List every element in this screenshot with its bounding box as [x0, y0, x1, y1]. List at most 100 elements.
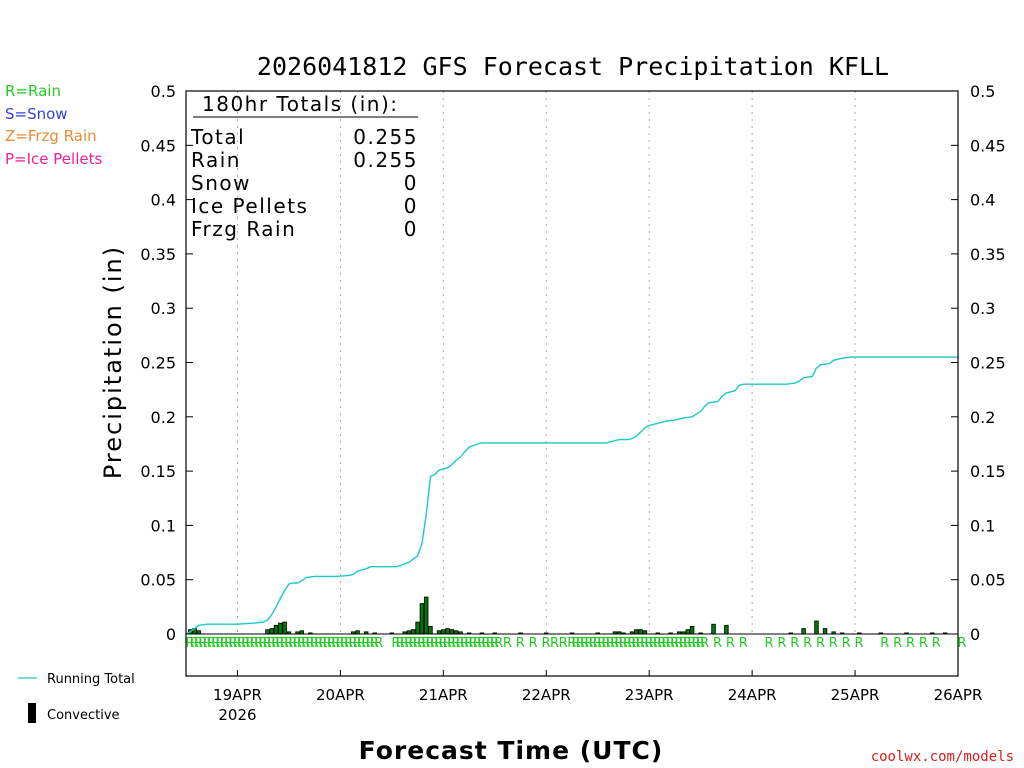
ptype-marker: R [228, 636, 237, 651]
ptype-marker: R [426, 636, 435, 651]
ptype-marker: R [198, 636, 207, 651]
ptype-marker: R [353, 636, 362, 651]
convective-legend-swatch [28, 703, 36, 723]
ptype-marker: R [263, 636, 272, 651]
ptype-marker: R [653, 636, 662, 651]
ptype-marker: R [764, 636, 773, 651]
precip-bar [265, 629, 270, 635]
ptype-marker: R [777, 636, 786, 651]
ptype-marker: R [580, 636, 589, 651]
ptype-marker: R [597, 636, 606, 651]
y-tick-label-left: 0.15 [140, 462, 176, 481]
ptype-marker: R [571, 636, 580, 651]
ptype-marker: R [306, 636, 315, 651]
y-tick-label-left: 0.4 [151, 191, 176, 210]
ptype-marker: R [486, 636, 495, 651]
ptype-marker: R [404, 636, 413, 651]
ptype-marker: R [314, 636, 323, 651]
ptype-marker: R [276, 636, 285, 651]
ptype-marker: R [254, 636, 263, 651]
ptype-marker: R [636, 636, 645, 651]
ptype-marker: R [336, 636, 345, 651]
ptype-marker: R [323, 636, 332, 651]
gridlines [236, 91, 856, 634]
ptype-marker: R [550, 636, 559, 651]
precip-bar [689, 625, 695, 635]
ptype-marker: R [614, 636, 623, 651]
totals-row-label: Ice Pellets [191, 194, 308, 218]
ptype-marker: R [224, 636, 233, 651]
ptype-marker: R [237, 636, 246, 651]
ptype-marker: R [473, 636, 482, 651]
y-tick-label-left: 0.05 [140, 571, 176, 590]
ptype-marker: R [816, 636, 825, 651]
ptype-marker: R [464, 636, 473, 651]
ptype-marker: R [593, 636, 602, 651]
legend-ice-pellets: P=Ice Pellets [5, 150, 102, 168]
ptype-marker: R [293, 636, 302, 651]
precip-bar [634, 629, 639, 635]
precip-bar [269, 628, 275, 635]
ptype-marker: R [687, 636, 696, 651]
ptype-marker: R [644, 636, 653, 651]
x-tick-sublabel: 2026 [218, 706, 256, 724]
ptype-marker: R [447, 636, 456, 651]
precip-bar [638, 629, 643, 635]
ptype-marker: R [627, 636, 636, 651]
ptype-marker: R [726, 636, 735, 651]
ptype-marker: R [348, 636, 357, 651]
y-tick-label-left: 0.45 [140, 136, 176, 155]
precip-bar [814, 620, 819, 635]
precip-bar [711, 623, 716, 635]
ptype-marker: R [215, 636, 224, 651]
ptype-marker: R [932, 636, 941, 651]
y-tick-label-right: 0 [970, 625, 980, 644]
y-axis-label: Precipitation (in) [99, 245, 127, 479]
ptype-marker: R [271, 636, 280, 651]
totals-row-label: Total [190, 125, 245, 149]
precip-bar [801, 628, 806, 635]
y-tick-label-left: 0 [166, 625, 176, 644]
ptype-marker: R [649, 636, 658, 651]
y-tick-label-right: 0.05 [970, 571, 1006, 590]
hourly-bars [186, 596, 958, 635]
ptype-marker: R [640, 636, 649, 651]
ptype-marker: R [469, 636, 478, 651]
ptype-marker: R [434, 636, 443, 651]
precip-bar [415, 621, 420, 635]
ptype-marker: R [541, 636, 550, 651]
convective-legend-label: Convective [47, 708, 120, 723]
y-tick-label-left: 0.5 [151, 82, 176, 101]
ptype-marker: R [713, 636, 722, 651]
ptype-marker: R [516, 636, 525, 651]
ptype-marker: R [451, 636, 460, 651]
ptype-marker: R [280, 636, 289, 651]
x-tick-label: 21APR [419, 686, 468, 704]
totals-row-label: Frzg Rain [191, 217, 296, 241]
ptype-marker: R [692, 636, 701, 651]
ptype-marker: R [606, 636, 615, 651]
ptype-marker: R [318, 636, 327, 651]
y-tick-label-left: 0.25 [140, 354, 176, 373]
totals-row-value: 0.255 [353, 125, 418, 149]
ptype-marker: R [657, 636, 666, 651]
y-tick-label-left: 0.1 [151, 516, 176, 535]
ptype-marker: R [790, 636, 799, 651]
ptype-marker: R [662, 636, 671, 651]
y-tick-label-right: 0.15 [970, 462, 1006, 481]
ptype-marker: R [443, 636, 452, 651]
ptype-marker: R [494, 636, 503, 651]
ptype-marker: R [739, 636, 748, 651]
x-axis-label: Forecast Time (UTC) [359, 736, 664, 765]
precip-bar [441, 629, 446, 635]
ptype-marker: R [370, 636, 379, 651]
ptype-marker: R [331, 636, 340, 651]
ptype-marker: R [241, 636, 250, 651]
y-tick-label-right: 0.25 [970, 354, 1006, 373]
ptype-marker: R [957, 636, 966, 651]
totals-box: 180hr Totals (in): Total 0.255 Rain 0.255 Sn… [190, 92, 418, 241]
legend-snow: S=Snow [5, 105, 68, 123]
axes [185, 90, 959, 677]
precip-bar [822, 628, 828, 635]
ptype-marker: R [267, 636, 276, 651]
